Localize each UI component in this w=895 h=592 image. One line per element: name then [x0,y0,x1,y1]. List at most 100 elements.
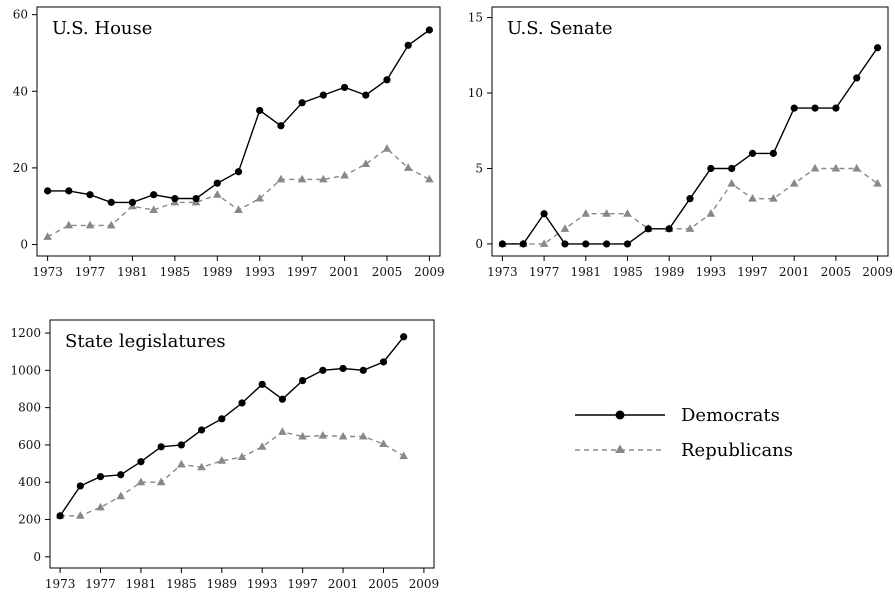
state-legislatures-democrats-point [339,364,347,373]
senate-democrats-point [873,44,882,52]
state-legislatures-x-tick-label: 1985 [166,577,197,591]
senate-republicans-point [852,163,862,172]
house-republicans-point [340,170,349,179]
state-legislatures-republicans-point [217,456,227,464]
state-legislatures-x-tick-label: 1981 [126,577,157,591]
state-legislatures-x-tick-label: 1989 [207,577,238,591]
senate-republicans-point [560,224,570,232]
state-legislatures-democrats-point [258,380,266,388]
senate-republicans-point [831,163,841,172]
state-legislatures-democrats-point [137,458,145,466]
state-legislatures-republicans-point [257,442,267,450]
senate-republicans-point [789,178,799,187]
house-democrats-point [234,168,243,176]
house-republicans-point [255,193,265,202]
house-republicans-point [234,205,243,214]
senate-democrats-point [790,104,798,112]
senate-democrats-point [561,240,569,248]
house-democrats-point [86,191,94,199]
state-legislatures-y-tick-label: 400 [18,475,41,489]
state-legislatures-y-tick-label: 0 [33,550,41,564]
senate-republicans-point [602,209,611,217]
house-republicans-point [403,163,413,171]
state-legislatures-democrats-point [117,471,125,479]
house-democrats-line [47,29,430,204]
state-legislatures-democrats-point [56,512,64,520]
senate-republicans-point [769,194,778,202]
house-x-tick-label: 2009 [414,265,445,279]
house-democrats-point [425,26,433,34]
state-legislatures-democrats-point [177,441,185,449]
house-republicans-point [425,174,434,183]
state-legislatures-y-tick-label: 600 [18,438,41,452]
state-legislatures-democrats-point [157,443,165,451]
state-legislatures-democrats-point [218,415,226,423]
house-democrats-point [319,91,327,99]
state-legislatures-democrats-point [76,482,84,490]
house-republicans-point [85,220,95,229]
state-legislatures-republicans-point [96,502,105,511]
house-x-tick-label: 1981 [117,265,148,279]
senate-plot-frame [491,6,889,257]
house-republicans-point [149,205,158,214]
senate-title: U.S. Senate [507,18,613,39]
state-legislatures-plot-frame [49,319,435,569]
senate-x-tick-label: 1989 [654,265,685,279]
state-legislatures-y-tick-label: 200 [18,513,41,527]
state-legislatures-democrats-line [59,336,405,517]
house-democrats-point [44,187,52,195]
state-legislatures-democrats-point [379,358,388,366]
house-x-tick-label: 2005 [372,265,403,279]
state-legislatures-y-tick-label: 1200 [10,326,41,340]
state-legislatures-democrats-point [400,333,408,341]
state-legislatures-republicans-point [116,491,126,500]
house-republicans-point [43,232,52,240]
state-legislatures-republicans-point [136,477,146,486]
house-republicans-point [212,190,222,198]
senate-republicans-point [623,209,632,217]
house-republicans-point [297,174,307,183]
senate-republicans-point [539,239,549,247]
state-legislatures-x-tick-label: 1993 [247,577,278,591]
house-y-tick-label: 40 [13,84,28,98]
senate-democrats-point [603,240,611,248]
senate-democrats-point [519,240,527,248]
senate-x-tick-label: 1977 [529,265,560,279]
house-x-tick-label: 1985 [160,265,191,279]
senate-democrats-point [665,225,673,233]
house-republicans-point [276,174,286,183]
house-y-tick-label: 60 [13,8,28,22]
senate-x-tick-label: 2009 [862,265,893,279]
senate-democrats-point [707,164,715,173]
state-legislatures-x-tick-label: 2009 [409,577,440,591]
senate-x-tick-label: 1981 [571,265,602,279]
legend-republicans-label: Republicans [681,440,793,461]
house-republicans-point [382,144,392,152]
house-democrats-point [171,194,179,203]
senate-y-tick-label: 0 [475,237,483,251]
state-legislatures-democrats-point [96,473,105,481]
house-x-tick-label: 1997 [287,265,318,279]
state-legislatures-republicans-point [318,431,328,439]
house-republicans-point [361,159,371,168]
senate-democrats-point [748,149,757,157]
state-legislatures-y-tick-label: 1000 [10,363,41,377]
senate-x-tick-label: 1997 [737,265,768,279]
state-legislatures-republicans-point [298,431,307,440]
house-democrats-point [383,76,391,84]
senate-republicans-point [873,178,882,187]
senate-democrats-point [644,225,652,233]
house-title: U.S. House [52,18,152,39]
house-republicans-line [47,147,430,238]
senate-democrats-point [686,195,694,203]
house-x-tick-label: 1989 [202,265,233,279]
state-legislatures-republicans-point [76,511,85,519]
legend-democrats-marker [615,410,625,420]
house-democrats-point [404,41,412,49]
state-legislatures-x-tick-label: 1973 [45,577,76,591]
senate-democrats-line [502,47,879,245]
house-x-tick-label: 1973 [32,265,63,279]
house-republicans-point [319,174,328,183]
senate-republicans-point [685,224,695,232]
